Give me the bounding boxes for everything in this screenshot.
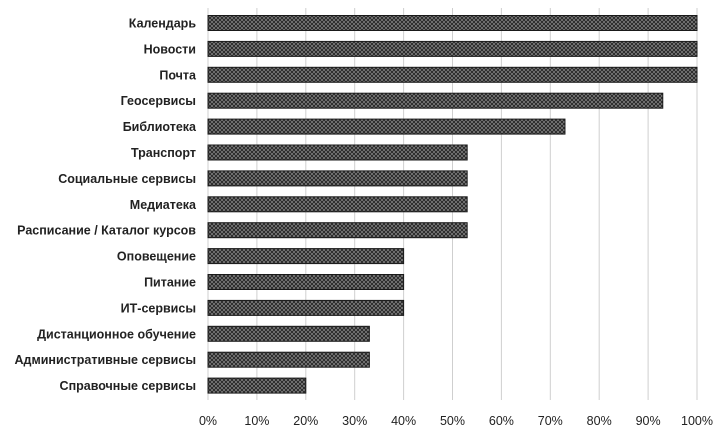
- bar-9: [207, 222, 468, 239]
- x-tick-label: 90%: [636, 414, 661, 428]
- x-tick-label: 40%: [391, 414, 416, 428]
- category-label: Оповещение: [117, 250, 196, 264]
- category-label: Почта: [159, 68, 197, 82]
- x-tick-label: 0%: [199, 414, 217, 428]
- category-label: Питание: [144, 276, 196, 290]
- x-tick-label: 60%: [489, 414, 514, 428]
- category-label: Дистанционное обучение: [37, 327, 196, 341]
- bar-15: [207, 377, 307, 394]
- bar-7: [207, 170, 468, 187]
- category-label: Медиатека: [130, 198, 197, 212]
- x-tick-label: 30%: [342, 414, 367, 428]
- category-label: Расписание / Каталог курсов: [17, 224, 196, 238]
- category-label: ИТ-сервисы: [121, 301, 196, 315]
- bar-5: [207, 118, 566, 135]
- category-label: Новости: [144, 42, 196, 56]
- category-label: Библиотека: [123, 120, 197, 134]
- x-tick-label: 100%: [681, 414, 713, 428]
- category-label: Административные сервисы: [15, 353, 196, 367]
- bars: [207, 15, 698, 394]
- bar-4: [207, 92, 664, 109]
- x-tick-label: 50%: [440, 414, 465, 428]
- bar-13: [207, 325, 370, 342]
- x-tick-label: 20%: [293, 414, 318, 428]
- category-label: Календарь: [129, 17, 197, 31]
- bar-2: [207, 40, 698, 57]
- bar-3: [207, 66, 698, 83]
- category-labels: Календарь Новости Почта Геосервисы Библиотек…: [15, 17, 198, 394]
- x-tick-label: 70%: [538, 414, 563, 428]
- category-label: Транспорт: [131, 146, 196, 160]
- bar-1: [207, 15, 698, 31]
- category-label: Социальные сервисы: [58, 172, 196, 186]
- bar-14: [207, 351, 370, 368]
- x-tick-label: 80%: [587, 414, 612, 428]
- bar-12: [207, 299, 405, 316]
- x-tick-labels: 0% 10% 20% 30% 40% 50% 60% 70% 80% 90% 100%: [199, 414, 713, 428]
- bar-6: [207, 144, 468, 161]
- bar-8: [207, 196, 468, 213]
- category-label: Справочные сервисы: [60, 379, 196, 393]
- x-tick-label: 10%: [244, 414, 269, 428]
- bar-11: [207, 274, 405, 290]
- category-label: Геосервисы: [121, 94, 196, 108]
- bar-10: [207, 248, 405, 265]
